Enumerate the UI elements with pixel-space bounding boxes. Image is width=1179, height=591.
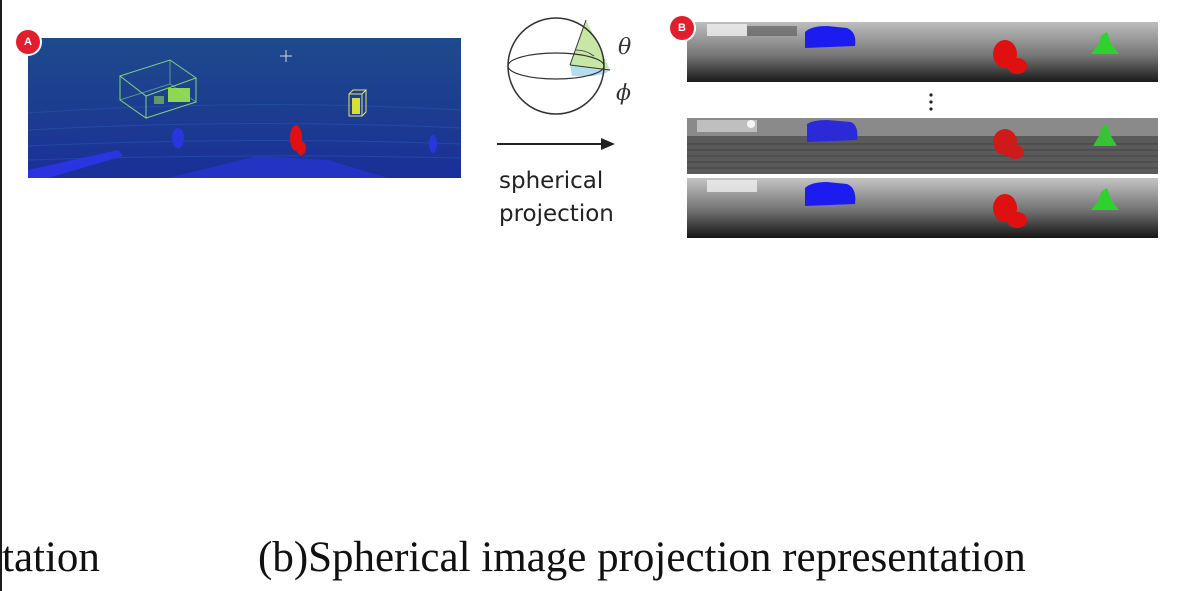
point-cloud-panel [28,38,461,178]
cyclist-points [290,125,306,155]
theta-wedge [570,20,610,70]
projection-arrow [497,138,615,150]
projection-label-line1: spherical [499,168,604,194]
range-image-3 [687,178,1158,238]
theta-label: θ [618,35,631,60]
projection-label: spherical projection [499,165,639,231]
point-cloud-image [28,38,461,178]
cyclist-red-1 [993,40,1027,74]
pedestrian-green-1 [1091,32,1119,54]
left-border-line [0,0,2,591]
car-blue-3 [805,182,856,206]
range-image-2 [687,118,1158,174]
panel-b-badge: B [670,16,694,40]
range-image-1 [687,22,1158,82]
pedestrian-bounding-box [348,89,368,117]
pedestrian-green-3 [1091,188,1119,210]
pedestrian-green-2 [1093,124,1117,146]
phi-label: ϕ [616,81,631,106]
caption-b: (b)Spherical image projection representa… [258,534,1026,581]
more-frames-ellipsis [929,93,933,111]
sphere-diagram: θ ϕ [507,17,631,115]
projection-label-line2: projection [499,201,614,227]
caption-left-fragment: tation [2,534,100,581]
phi-wedge [570,65,610,77]
car-bounding-box [118,59,198,119]
panel-a-badge: A [16,30,40,54]
car-blue-2 [807,120,858,142]
cyclist-red-2 [993,129,1024,159]
car-blue-1 [805,26,856,48]
cyclist-red-3 [993,194,1027,228]
